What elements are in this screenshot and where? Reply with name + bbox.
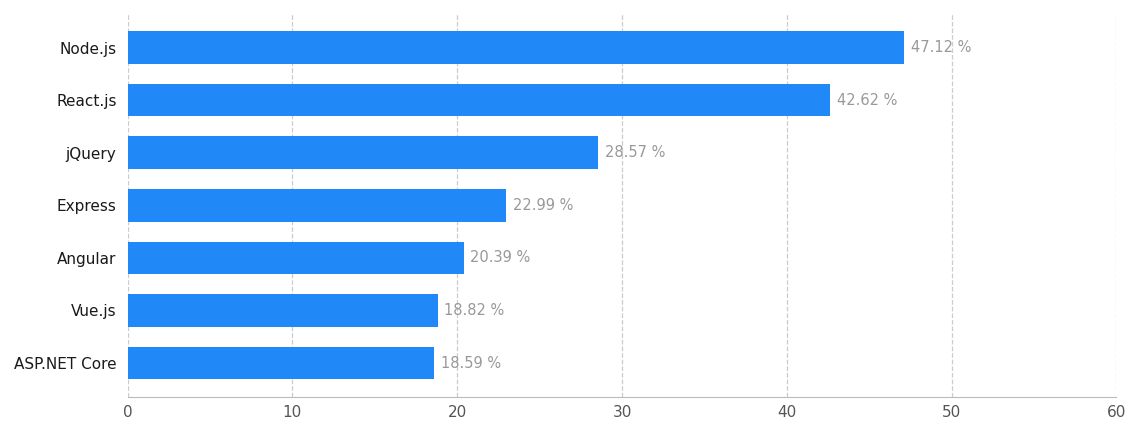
Bar (128, 189, 506, 222)
Bar (128, 242, 464, 274)
Text: 28.57 %: 28.57 % (605, 145, 666, 160)
Text: 18.59 %: 18.59 % (440, 355, 500, 371)
Bar (128, 294, 438, 327)
Bar (128, 347, 434, 379)
Text: 47.12 %: 47.12 % (911, 40, 971, 55)
Text: 20.39 %: 20.39 % (470, 250, 530, 266)
Bar (128, 31, 904, 64)
Bar (128, 136, 598, 169)
Text: 22.99 %: 22.99 % (513, 198, 573, 213)
Text: 42.62 %: 42.62 % (837, 93, 897, 108)
Bar (128, 84, 830, 116)
Text: 18.82 %: 18.82 % (445, 303, 505, 318)
